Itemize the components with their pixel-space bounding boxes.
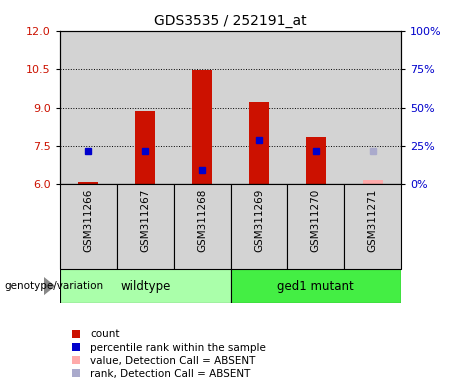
Text: GSM311267: GSM311267 <box>140 189 150 252</box>
Text: GSM311269: GSM311269 <box>254 189 264 252</box>
Bar <box>363 180 383 184</box>
Text: ged1 mutant: ged1 mutant <box>278 280 354 293</box>
Bar <box>192 70 212 184</box>
Bar <box>60 269 230 303</box>
Text: wildtype: wildtype <box>120 280 171 293</box>
Text: GSM311270: GSM311270 <box>311 189 321 252</box>
Bar <box>230 184 287 269</box>
Text: genotype/variation: genotype/variation <box>5 281 104 291</box>
Bar <box>230 269 401 303</box>
Bar <box>117 184 174 269</box>
Bar <box>249 103 269 184</box>
Bar <box>135 111 155 184</box>
Text: GSM311271: GSM311271 <box>367 189 378 252</box>
Text: GSM311268: GSM311268 <box>197 189 207 252</box>
Bar <box>78 182 98 184</box>
Bar <box>287 184 344 269</box>
Bar <box>344 184 401 269</box>
Bar <box>174 184 230 269</box>
Polygon shape <box>44 277 55 295</box>
Text: GSM311266: GSM311266 <box>83 189 94 252</box>
Legend: count, percentile rank within the sample, value, Detection Call = ABSENT, rank, : count, percentile rank within the sample… <box>65 329 266 379</box>
Bar <box>306 137 326 184</box>
Title: GDS3535 / 252191_at: GDS3535 / 252191_at <box>154 14 307 28</box>
Bar <box>60 184 117 269</box>
